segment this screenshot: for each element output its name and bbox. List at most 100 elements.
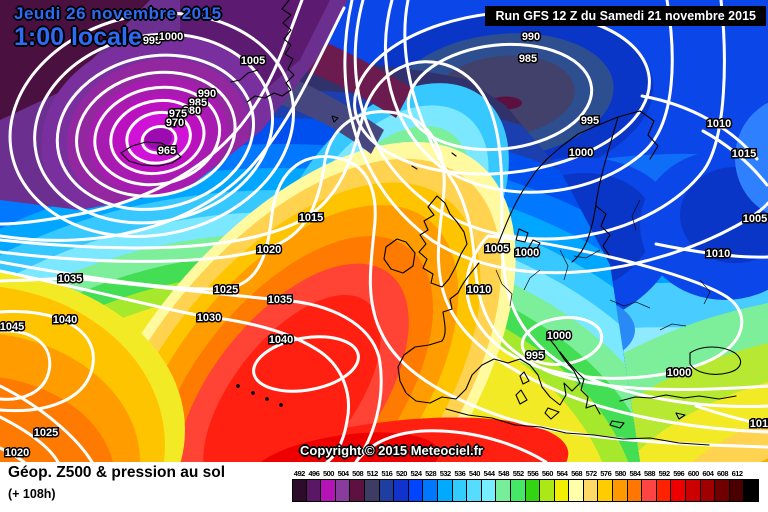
pressure-label: 1015 [750,418,768,430]
colorbar-cell: 540 [466,468,482,502]
map-canvas: 9951000100599098598097597096599098599510… [0,0,768,462]
colorbar-swatch [451,479,468,502]
colorbar-cell: 492 [292,468,307,502]
pressure-label: 965 [158,145,176,157]
colorbar-swatch [582,479,599,502]
run-info-box: Run GFS 12 Z du Samedi 21 novembre 2015 [485,6,766,26]
colorbar-tick: 524 [410,469,423,478]
colorbar-swatch [641,479,657,502]
colorbar-cell: 528 [422,468,438,502]
pressure-label: 1035 [268,294,292,306]
colorbar-cell: 496 [305,468,322,502]
colorbar-swatch [509,479,526,502]
colorbar-cell: 556 [524,468,541,502]
colorbar-tick: 580 [614,469,627,478]
color-scale: 492 496 500 504 508 512 516 520 524 528 532 536 540 5… [292,468,759,502]
colorbar-tick: 492 [293,469,306,478]
colorbar-tick: 604 [702,469,714,478]
colorbar-cell: 564 [553,468,570,502]
pressure-label: 985 [519,53,537,65]
colorbar-swatch [670,479,687,502]
colorbar-swatch [553,479,570,502]
colorbar-tick: 560 [541,469,554,478]
colorbar-cell: 500 [320,468,336,502]
colorbar-cell: 572 [582,468,599,502]
colorbar-cell: 536 [451,468,468,502]
pressure-label: 990 [522,31,540,43]
colorbar-cell: 600 [685,468,701,502]
colorbar-swatch [597,479,614,502]
colorbar-cell: 508 [349,468,365,502]
colorbar-swatch [714,479,730,502]
colorbar-swatch [685,479,701,502]
colorbar-tick: 584 [629,469,641,478]
colorbar-tick: 588 [644,469,656,478]
pressure-label: 995 [581,115,599,127]
colorbar-tick: 568 [571,469,583,478]
colorbar-tick [744,468,759,479]
legend-bar: Géop. Z500 & pression au sol (+ 108h) 49… [0,462,768,512]
colorbar-cell: 548 [495,468,511,502]
pressure-label: 1035 [58,273,82,285]
pressure-label: 1005 [485,243,509,255]
forecast-hour: (+ 108h) [8,487,56,501]
pressure-label: 1000 [667,367,691,379]
pressure-label: 1010 [707,118,731,130]
pressure-label: 1000 [159,31,183,43]
pressure-label: 1015 [299,212,323,224]
colorbar-cell: 580 [612,468,628,502]
colorbar-swatch [407,479,424,502]
colorbar-cell: 608 [714,468,730,502]
colorbar-cell: 512 [363,468,380,502]
pressure-label: 1010 [467,284,491,296]
colorbar-swatch [363,479,380,502]
colorbar-tick: 532 [439,469,452,478]
colorbar-swatch [612,479,628,502]
valid-date-overlay: Jeudi 26 novembre 2015 1:00 locale [14,4,222,51]
colorbar-swatch [495,479,511,502]
pressure-label: 1020 [5,447,29,459]
colorbar-cell: 568 [568,468,584,502]
valid-time: 1:00 locale [14,22,142,51]
colorbar-tick: 612 [731,469,744,478]
colorbar-cell: 604 [699,468,716,502]
country-borders [495,199,711,331]
colorbar-tick: 540 [468,469,481,478]
colorbar-cell: 596 [670,468,687,502]
colorbar-swatch [292,479,307,502]
colorbar-cell: 544 [480,468,497,502]
colorbar-tick: 516 [381,469,393,478]
colorbar-tick: 556 [527,469,539,478]
colorbar-cell: 592 [655,468,672,502]
pressure-label: 1020 [257,244,281,256]
colorbar-tick: 528 [425,469,437,478]
colorbar-cell: 588 [641,468,657,502]
pressure-label: 1010 [706,248,730,260]
pressure-label: 1000 [569,147,593,159]
colorbar-swatch [422,479,438,502]
colorbar-swatch [466,479,482,502]
colorbar-swatch [480,479,497,502]
pressure-label: 1000 [515,247,539,259]
pressure-label: 995 [143,35,161,47]
colorbar-tick: 512 [366,469,379,478]
copyright-label: Copyright © 2015 Meteociel.fr [300,443,483,458]
pressure-label: 1025 [34,427,58,439]
colorbar-tick: 564 [556,469,568,478]
colorbar-tick: 504 [337,469,350,478]
colorbar-tick: 544 [483,469,496,478]
colorbar-cell: 576 [597,468,614,502]
colorbar-tick: 572 [585,469,598,478]
colorbar-swatch [349,479,365,502]
colorbar-cell: 516 [378,468,395,502]
pressure-label: 1005 [743,213,767,225]
pressure-label: 1040 [269,334,293,346]
pressure-label: 1005 [241,55,265,67]
colorbar-swatch [378,479,395,502]
colorbar-tick: 552 [512,469,525,478]
colorbar-tick: 548 [498,469,510,478]
colorbar-swatch [305,479,322,502]
pressure-label: 1045 [0,321,24,333]
pressure-label: 970 [166,117,184,129]
